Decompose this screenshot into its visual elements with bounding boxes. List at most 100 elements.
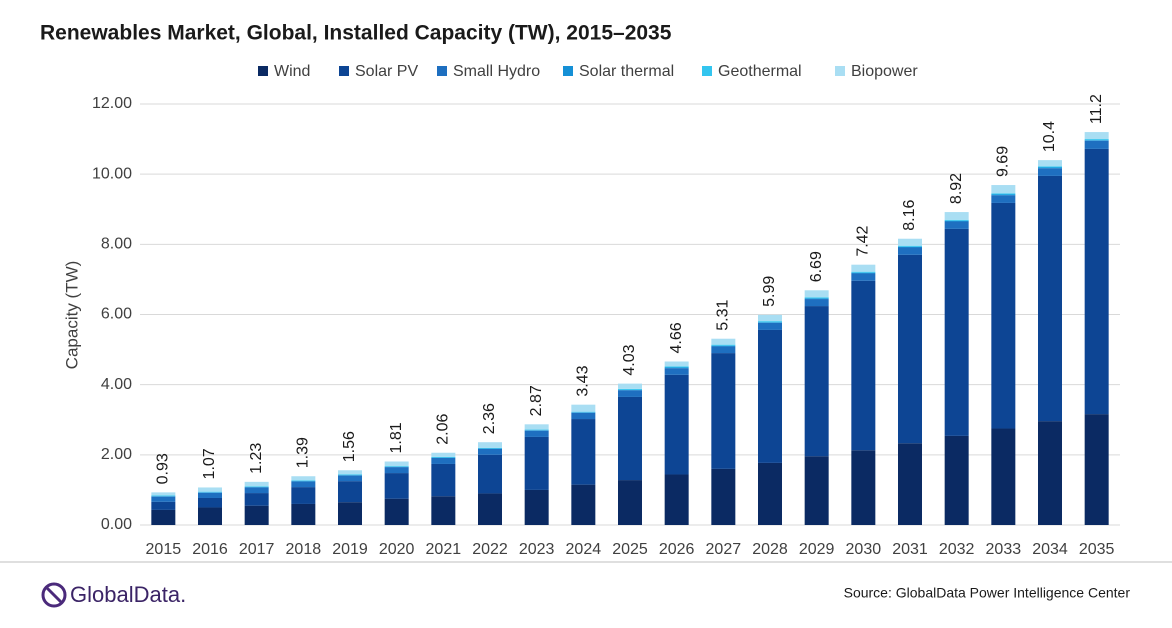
x-tick-label: 2027	[706, 541, 742, 558]
bar-segment	[291, 480, 316, 482]
bar-segment	[291, 476, 316, 481]
bar-segment	[944, 435, 969, 525]
bar-segment	[571, 412, 596, 420]
bar-segment	[664, 374, 689, 475]
bar-segment	[758, 322, 782, 330]
bar-segment	[431, 463, 456, 497]
bar-segment	[1038, 166, 1062, 168]
y-tick-label: 12.00	[92, 95, 132, 112]
bar-segment	[711, 468, 736, 525]
bar-segment	[338, 481, 362, 503]
bar-segment	[524, 429, 549, 431]
bar-segment	[431, 452, 456, 457]
bar-segment	[944, 221, 969, 229]
bar-segment	[618, 390, 642, 397]
legend-swatch	[258, 66, 268, 76]
bar-segment	[944, 219, 969, 221]
bar-segment	[571, 419, 596, 485]
bar-segment	[291, 481, 316, 488]
x-tick-label: 2028	[752, 541, 788, 558]
bar-segment	[198, 491, 222, 493]
bar-segment	[431, 496, 456, 525]
bar-segment	[898, 246, 922, 248]
x-tick-label: 2018	[286, 541, 322, 558]
total-label: 1.81	[388, 422, 405, 453]
bar-segment	[991, 428, 1016, 525]
bar-segment	[291, 487, 316, 504]
bar-segment	[338, 470, 362, 475]
bar-segment	[1084, 140, 1109, 149]
legend-label: Solar PV	[355, 63, 418, 80]
bar-segment	[1084, 132, 1109, 140]
bar-segment	[664, 367, 689, 369]
bar-segment	[758, 322, 782, 323]
x-tick-label: 2030	[846, 541, 882, 558]
bar-segment	[244, 487, 269, 494]
bar-segment	[711, 338, 736, 345]
bar-segment	[1084, 414, 1109, 525]
bar-segment	[804, 298, 829, 300]
bar-segment	[478, 447, 502, 449]
total-label: 1.07	[201, 448, 218, 479]
bar-segment	[524, 436, 549, 490]
y-axis-title: Capacity (TW)	[62, 261, 81, 370]
bar-segment	[198, 497, 222, 508]
bar-segment	[1038, 168, 1062, 176]
bar-segment	[664, 474, 689, 525]
bar-segment	[151, 509, 176, 525]
bar-segment	[711, 346, 736, 354]
total-label: 1.23	[248, 443, 265, 474]
bar-segment	[524, 489, 549, 525]
bar-segment	[851, 264, 876, 272]
bar-segment	[198, 487, 222, 492]
bar-segment	[758, 329, 782, 463]
bar-segment	[198, 507, 222, 525]
bar-segment	[618, 396, 642, 481]
bar-segment	[1084, 140, 1109, 141]
bar-segment	[384, 473, 409, 499]
legend-swatch	[563, 66, 573, 76]
legend-swatch	[339, 66, 349, 76]
x-tick-label: 2029	[799, 541, 835, 558]
bar-segment	[571, 484, 596, 525]
total-label: 8.92	[948, 173, 965, 204]
bar-segment	[384, 466, 409, 467]
bar-segment	[384, 461, 409, 467]
bar-segment	[478, 448, 502, 455]
bar-segment	[944, 228, 969, 436]
bar-segment	[151, 492, 176, 496]
bar-segment	[804, 299, 829, 307]
y-tick-label: 6.00	[101, 306, 132, 323]
legend-swatch	[437, 66, 447, 76]
bar-segment	[618, 480, 642, 525]
y-tick-label: 2.00	[101, 446, 132, 463]
bar-segment	[338, 474, 362, 476]
bar-segment	[758, 462, 782, 525]
source: Source: GlobalData Power Intelligence Ce…	[844, 585, 1131, 601]
bar-segment	[711, 353, 736, 469]
x-tick-label: 2031	[892, 541, 928, 558]
legend-label: Biopower	[851, 63, 918, 80]
x-tick-label: 2032	[939, 541, 975, 558]
bar-segment	[151, 495, 176, 497]
y-tick-label: 4.00	[101, 376, 132, 393]
bar-segment	[478, 454, 502, 494]
x-tick-label: 2020	[379, 541, 415, 558]
total-label: 1.39	[295, 437, 312, 468]
x-tick-label: 2022	[472, 541, 508, 558]
bar-segment	[804, 297, 829, 299]
bar-segment	[431, 457, 456, 464]
total-label: 4.66	[668, 322, 685, 353]
x-tick-label: 2035	[1079, 541, 1115, 558]
total-label: 2.06	[435, 413, 452, 444]
bar-segment	[151, 501, 176, 510]
x-tick-label: 2033	[986, 541, 1022, 558]
bar-segment	[804, 290, 829, 298]
bar-segment	[804, 456, 829, 525]
total-label: 5.99	[761, 276, 778, 307]
bar-segment	[431, 456, 456, 458]
bar-segment	[991, 202, 1016, 429]
bar-segment	[524, 430, 549, 437]
bar-segment	[851, 273, 876, 281]
